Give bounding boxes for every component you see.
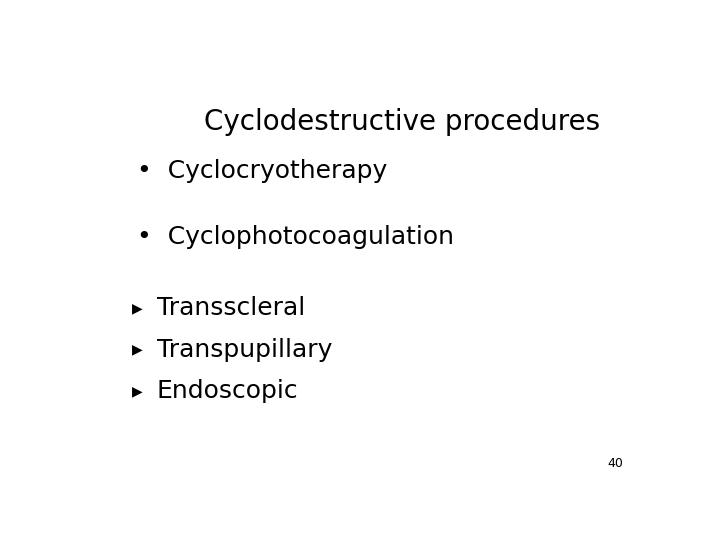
Text: Transscleral: Transscleral <box>157 296 305 320</box>
Text: Endoscopic: Endoscopic <box>157 379 299 403</box>
Text: 40: 40 <box>607 457 623 470</box>
Text: •  Cyclophotocoagulation: • Cyclophotocoagulation <box>138 225 454 249</box>
Text: •  Cyclocryotherapy: • Cyclocryotherapy <box>138 159 387 183</box>
Text: ▶: ▶ <box>132 384 143 398</box>
Text: ▶: ▶ <box>132 301 143 315</box>
Text: Cyclodestructive procedures: Cyclodestructive procedures <box>204 109 600 137</box>
Text: Transpupillary: Transpupillary <box>157 338 333 362</box>
Text: ▶: ▶ <box>132 342 143 356</box>
